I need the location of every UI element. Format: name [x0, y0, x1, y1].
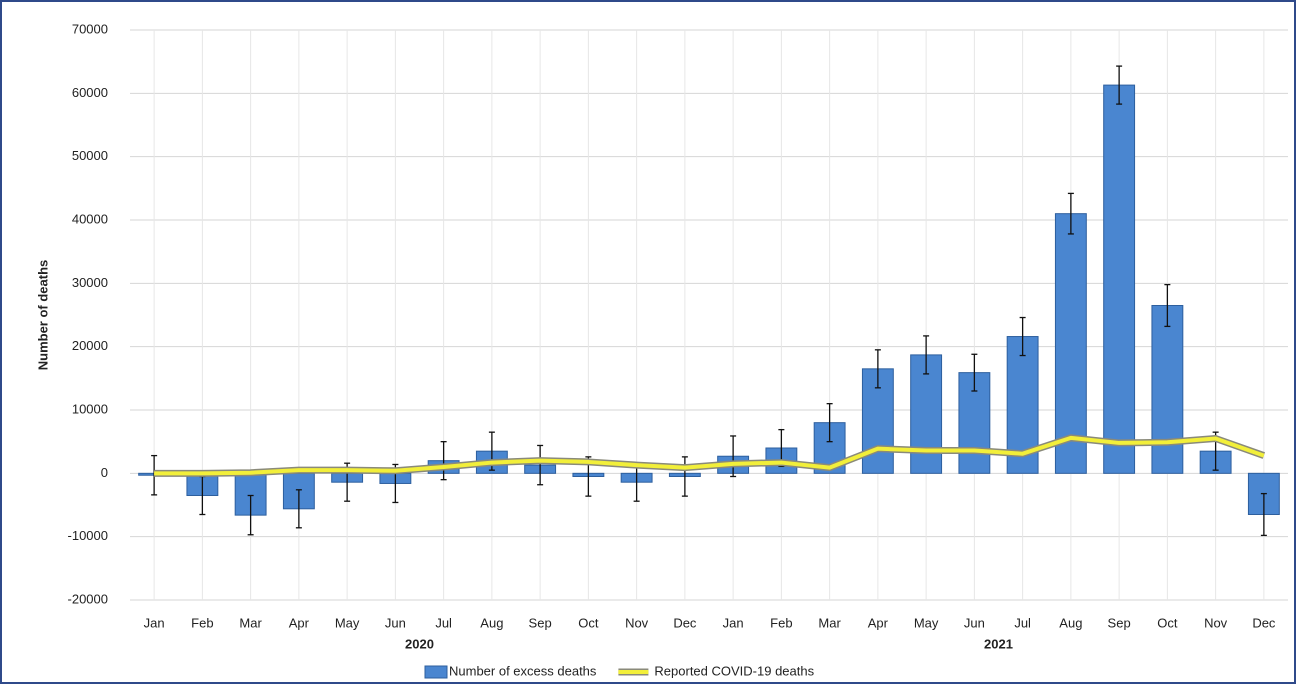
y-tick-label: -20000 — [68, 591, 108, 606]
x-tick-label: Jan — [723, 615, 744, 630]
y-tick-label: 60000 — [72, 85, 108, 100]
x-tick-label: Oct — [1157, 615, 1178, 630]
error-bar — [730, 435, 737, 478]
x-tick-label: Dec — [673, 615, 697, 630]
error-bar — [874, 349, 881, 389]
x-tick-label: Apr — [868, 615, 889, 630]
x-tick-label: Nov — [1204, 615, 1228, 630]
error-bar — [971, 353, 978, 392]
bar — [1103, 84, 1136, 474]
x-tick-label: Jul — [1014, 615, 1031, 630]
year-label: 2020 — [405, 636, 434, 651]
error-bar — [681, 456, 688, 497]
x-tick-label: Jun — [385, 615, 406, 630]
error-bar — [295, 489, 302, 529]
legend-swatch — [424, 665, 448, 679]
error-bar — [826, 403, 833, 443]
y-tick-label: 30000 — [72, 275, 108, 290]
x-tick-label: Feb — [191, 615, 213, 630]
year-label: 2021 — [984, 636, 1013, 651]
error-bar — [1164, 283, 1171, 328]
bar — [1054, 213, 1087, 474]
error-bar — [923, 335, 930, 375]
x-tick-label: Nov — [625, 615, 649, 630]
y-tick-label: 70000 — [72, 21, 108, 36]
error-bar — [247, 494, 254, 536]
x-tick-label: Mar — [818, 615, 841, 630]
x-tick-label: Apr — [289, 615, 310, 630]
x-tick-label: Feb — [770, 615, 792, 630]
y-tick-label: 10000 — [72, 401, 108, 416]
x-tick-label: Oct — [578, 615, 599, 630]
legend-label: Number of excess deaths — [449, 663, 597, 678]
error-bar — [1260, 492, 1267, 537]
x-tick-label: Mar — [239, 615, 262, 630]
x-tick-label: Dec — [1252, 615, 1276, 630]
x-tick-label: Jan — [144, 615, 165, 630]
y-tick-label: 20000 — [72, 338, 108, 353]
bar — [1151, 305, 1184, 474]
y-tick-label: 50000 — [72, 148, 108, 163]
error-bar — [440, 441, 447, 481]
x-tick-label: Jun — [964, 615, 985, 630]
y-tick-label: 40000 — [72, 211, 108, 226]
y-tick-label: 0 — [101, 465, 108, 480]
x-tick-label: May — [335, 615, 360, 630]
x-tick-label: Jul — [435, 615, 452, 630]
x-tick-label: Sep — [1108, 615, 1131, 630]
x-tick-label: Aug — [480, 615, 503, 630]
x-tick-label: Aug — [1059, 615, 1082, 630]
legend-label: Reported COVID-19 deaths — [654, 663, 814, 678]
error-bar — [1019, 316, 1026, 357]
y-tick-label: -10000 — [68, 528, 108, 543]
line-outline — [154, 434, 1266, 477]
error-bar — [537, 444, 544, 486]
error-bar — [1067, 192, 1074, 235]
x-tick-label: May — [914, 615, 939, 630]
y-axis-title: Number of deaths — [35, 260, 50, 371]
x-tick-label: Sep — [529, 615, 552, 630]
line — [154, 435, 1265, 476]
error-bar — [1116, 65, 1123, 105]
